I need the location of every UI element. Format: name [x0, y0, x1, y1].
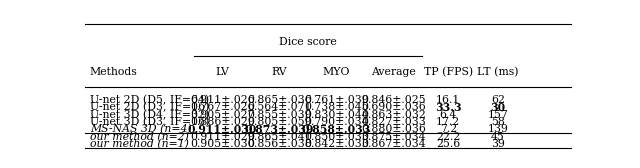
Text: 0.905±.030: 0.905±.030 [190, 139, 255, 149]
Text: 0.767±.026: 0.767±.026 [190, 102, 255, 112]
Text: 0.805±.059: 0.805±.059 [248, 117, 312, 127]
Text: 17.2: 17.2 [436, 117, 460, 127]
Text: Dice score: Dice score [279, 37, 337, 47]
Text: 0.911±.030: 0.911±.030 [188, 124, 257, 135]
Text: our method (n=1): our method (n=1) [90, 139, 189, 149]
Text: 157: 157 [488, 110, 508, 120]
Text: 6.4: 6.4 [440, 110, 457, 120]
Text: our method (n=2): our method (n=2) [90, 132, 189, 142]
Text: 58: 58 [491, 117, 505, 127]
Text: 25.6: 25.6 [436, 139, 460, 149]
Text: Methods: Methods [90, 67, 138, 77]
Text: 22.2: 22.2 [436, 132, 460, 142]
Text: 0.875±.034: 0.875±.034 [362, 132, 426, 142]
Text: LV: LV [216, 67, 230, 77]
Text: U-net 3D (D3, IF=16): U-net 3D (D3, IF=16) [90, 117, 209, 127]
Text: 0.911±.029: 0.911±.029 [190, 132, 255, 142]
Text: MYO: MYO [323, 67, 351, 77]
Text: U-net 3D (D4, IF=32): U-net 3D (D4, IF=32) [90, 110, 209, 120]
Text: 0.911±.026: 0.911±.026 [190, 95, 255, 105]
Text: 0.827±.033: 0.827±.033 [362, 117, 426, 127]
Text: 7.2: 7.2 [440, 124, 457, 134]
Text: 0.846±.025: 0.846±.025 [362, 95, 426, 105]
Text: 0.790±.034: 0.790±.034 [305, 117, 369, 127]
Text: 30: 30 [490, 102, 506, 113]
Text: 0.867±.034: 0.867±.034 [362, 139, 426, 149]
Text: 0.886±.029: 0.886±.029 [190, 117, 255, 127]
Text: RV: RV [272, 67, 287, 77]
Text: U-net 2D (D3, IF=16): U-net 2D (D3, IF=16) [90, 102, 209, 112]
Text: 0.690±.036: 0.690±.036 [362, 102, 426, 112]
Text: 0.761±.039: 0.761±.039 [305, 95, 369, 105]
Text: 0.905±.027: 0.905±.027 [190, 110, 255, 120]
Text: 0.873±.039: 0.873±.039 [245, 124, 314, 135]
Text: 0.880±.036: 0.880±.036 [362, 124, 426, 134]
Text: LT (ms): LT (ms) [477, 67, 518, 77]
Text: 0.842±.033: 0.842±.033 [304, 139, 369, 149]
Text: 0.850±.033: 0.850±.033 [304, 132, 369, 142]
Text: 0.865±.041: 0.865±.041 [247, 132, 312, 142]
Text: 139: 139 [488, 124, 508, 134]
Text: 0.830±.044: 0.830±.044 [305, 110, 369, 120]
Text: 0.863±.032: 0.863±.032 [362, 110, 426, 120]
Text: 0.855±.039: 0.855±.039 [248, 110, 312, 120]
Text: 0.738±.045: 0.738±.045 [305, 102, 369, 112]
Text: 33.3: 33.3 [435, 102, 461, 113]
Text: 0.865±.036: 0.865±.036 [247, 95, 312, 105]
Text: 45: 45 [491, 132, 505, 142]
Text: MS-NAS 3D (n=4): MS-NAS 3D (n=4) [90, 124, 191, 135]
Text: 0.564±.071: 0.564±.071 [248, 102, 312, 112]
Text: TP (FPS): TP (FPS) [424, 67, 473, 77]
Text: 0.856±.038: 0.856±.038 [247, 139, 312, 149]
Text: 0.858±.033: 0.858±.033 [302, 124, 371, 135]
Text: Average: Average [371, 67, 416, 77]
Text: U-net 2D (D5, IF=64): U-net 2D (D5, IF=64) [90, 95, 209, 105]
Text: 39: 39 [491, 139, 505, 149]
Text: 16.1: 16.1 [436, 95, 460, 105]
Text: 62: 62 [491, 95, 505, 105]
